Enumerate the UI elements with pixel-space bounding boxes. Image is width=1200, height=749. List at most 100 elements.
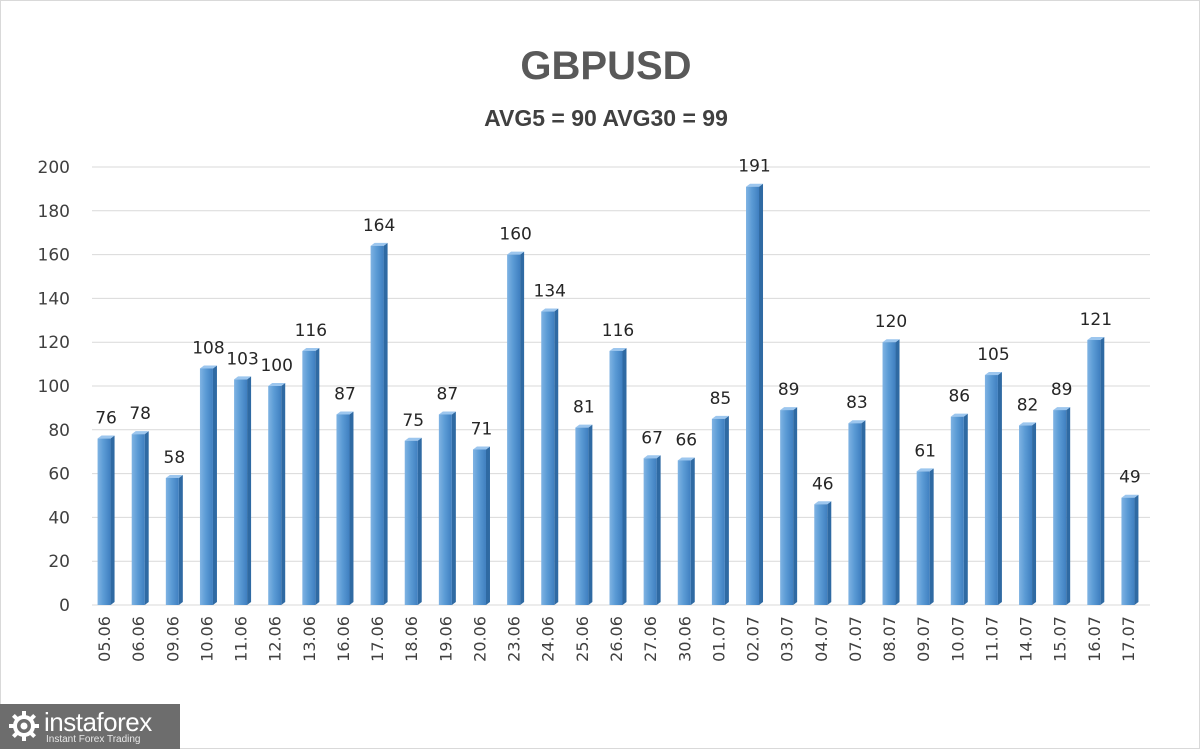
data-label: 61 [914, 441, 936, 461]
bar [950, 413, 968, 605]
bar-top [575, 424, 593, 428]
bar-top [609, 347, 627, 351]
x-tick-label: 10.07 [948, 616, 967, 662]
bar-side [110, 435, 115, 605]
bar-front [97, 438, 111, 605]
bars [97, 183, 1139, 605]
data-label: 89 [1051, 380, 1073, 400]
bar-top [882, 339, 900, 343]
bar [370, 242, 388, 605]
data-label: 121 [1080, 310, 1112, 330]
bar-front [643, 458, 657, 605]
bar-front [882, 342, 896, 605]
bar-front [711, 418, 725, 605]
bar-side [724, 415, 729, 605]
bar-top [711, 415, 729, 419]
x-tick-label: 11.06 [232, 616, 251, 662]
bar-side [861, 420, 866, 605]
x-axis-ticks: 05.06 06.06 09.06 10.06 11.06 12.06 13.06 16.06… [95, 616, 1138, 662]
x-tick-label: 09.07 [914, 616, 933, 662]
bar-side [997, 372, 1002, 605]
bar-side [895, 339, 900, 605]
bar-front [677, 460, 691, 605]
data-label: 76 [95, 409, 117, 429]
data-label: 75 [402, 411, 424, 431]
data-label: 100 [260, 356, 292, 376]
bar-top [234, 376, 252, 380]
bar-side [1066, 407, 1071, 605]
bar-front [916, 471, 930, 605]
bar-side [656, 455, 661, 605]
bar [848, 420, 866, 605]
bar-side [383, 242, 388, 605]
bar-top [916, 468, 934, 472]
x-tick-label: 09.06 [163, 616, 182, 662]
bar-top [1053, 407, 1071, 411]
bar-top [950, 413, 968, 417]
bar-front [1053, 410, 1067, 605]
chart-title: GBPUSD [520, 44, 691, 88]
bar-side [281, 383, 286, 605]
bar-side [759, 183, 764, 605]
bar-front [507, 254, 521, 605]
bar-front [609, 350, 623, 605]
bar [199, 365, 217, 605]
bar-front [472, 449, 486, 605]
bar [916, 468, 934, 605]
data-label: 86 [948, 387, 970, 407]
bar-front [541, 311, 555, 605]
bar-top [268, 383, 286, 386]
x-tick-label: 15.07 [1051, 616, 1070, 662]
x-tick-label: 30.06 [675, 616, 694, 662]
bar-top [131, 431, 149, 435]
x-tick-label: 23.06 [505, 616, 524, 662]
bar-side [212, 365, 217, 605]
data-label: 116 [295, 321, 327, 341]
bar [507, 251, 525, 605]
bar-top [848, 420, 866, 424]
bar [1019, 422, 1037, 605]
bar-front [1121, 497, 1135, 605]
y-tick-label: 140 [38, 289, 70, 309]
data-label: 46 [812, 474, 834, 494]
bar [268, 383, 286, 605]
bar-front [1019, 425, 1033, 605]
data-label: 71 [471, 420, 493, 440]
data-label: 103 [226, 349, 258, 369]
bar-front [234, 379, 248, 605]
data-label: 49 [1119, 468, 1141, 488]
bar-side [929, 468, 934, 605]
bar-side [1032, 422, 1037, 605]
y-tick-label: 160 [38, 246, 70, 266]
bar [438, 411, 456, 605]
y-axis-ticks: 0 20 40 60 80 100 120 140 160 180 200 [38, 158, 70, 616]
y-tick-label: 40 [48, 508, 70, 528]
bar [746, 183, 764, 605]
bar-side [588, 424, 593, 605]
bar-front [131, 434, 145, 605]
data-label: 87 [334, 384, 356, 404]
data-label: 134 [534, 282, 566, 302]
bar [131, 431, 149, 605]
bar-top [746, 183, 764, 187]
bar-front [848, 423, 862, 605]
y-tick-label: 120 [38, 333, 70, 353]
bar [882, 339, 900, 605]
x-tick-label: 12.06 [266, 616, 285, 662]
bar-top [370, 242, 388, 246]
x-tick-label: 05.06 [95, 616, 114, 662]
bar-side [315, 347, 320, 605]
bar-top [97, 435, 115, 439]
bar-side [622, 347, 627, 605]
bar-side [827, 501, 832, 605]
x-tick-label: 06.06 [129, 616, 148, 662]
bar [711, 415, 729, 605]
bar-side [178, 474, 183, 605]
bar-side [247, 376, 252, 605]
x-tick-label: 03.07 [778, 616, 797, 662]
bar-top [165, 474, 183, 478]
bar-top [1087, 337, 1105, 341]
bar-top [1121, 494, 1139, 498]
data-label: 191 [738, 157, 770, 177]
